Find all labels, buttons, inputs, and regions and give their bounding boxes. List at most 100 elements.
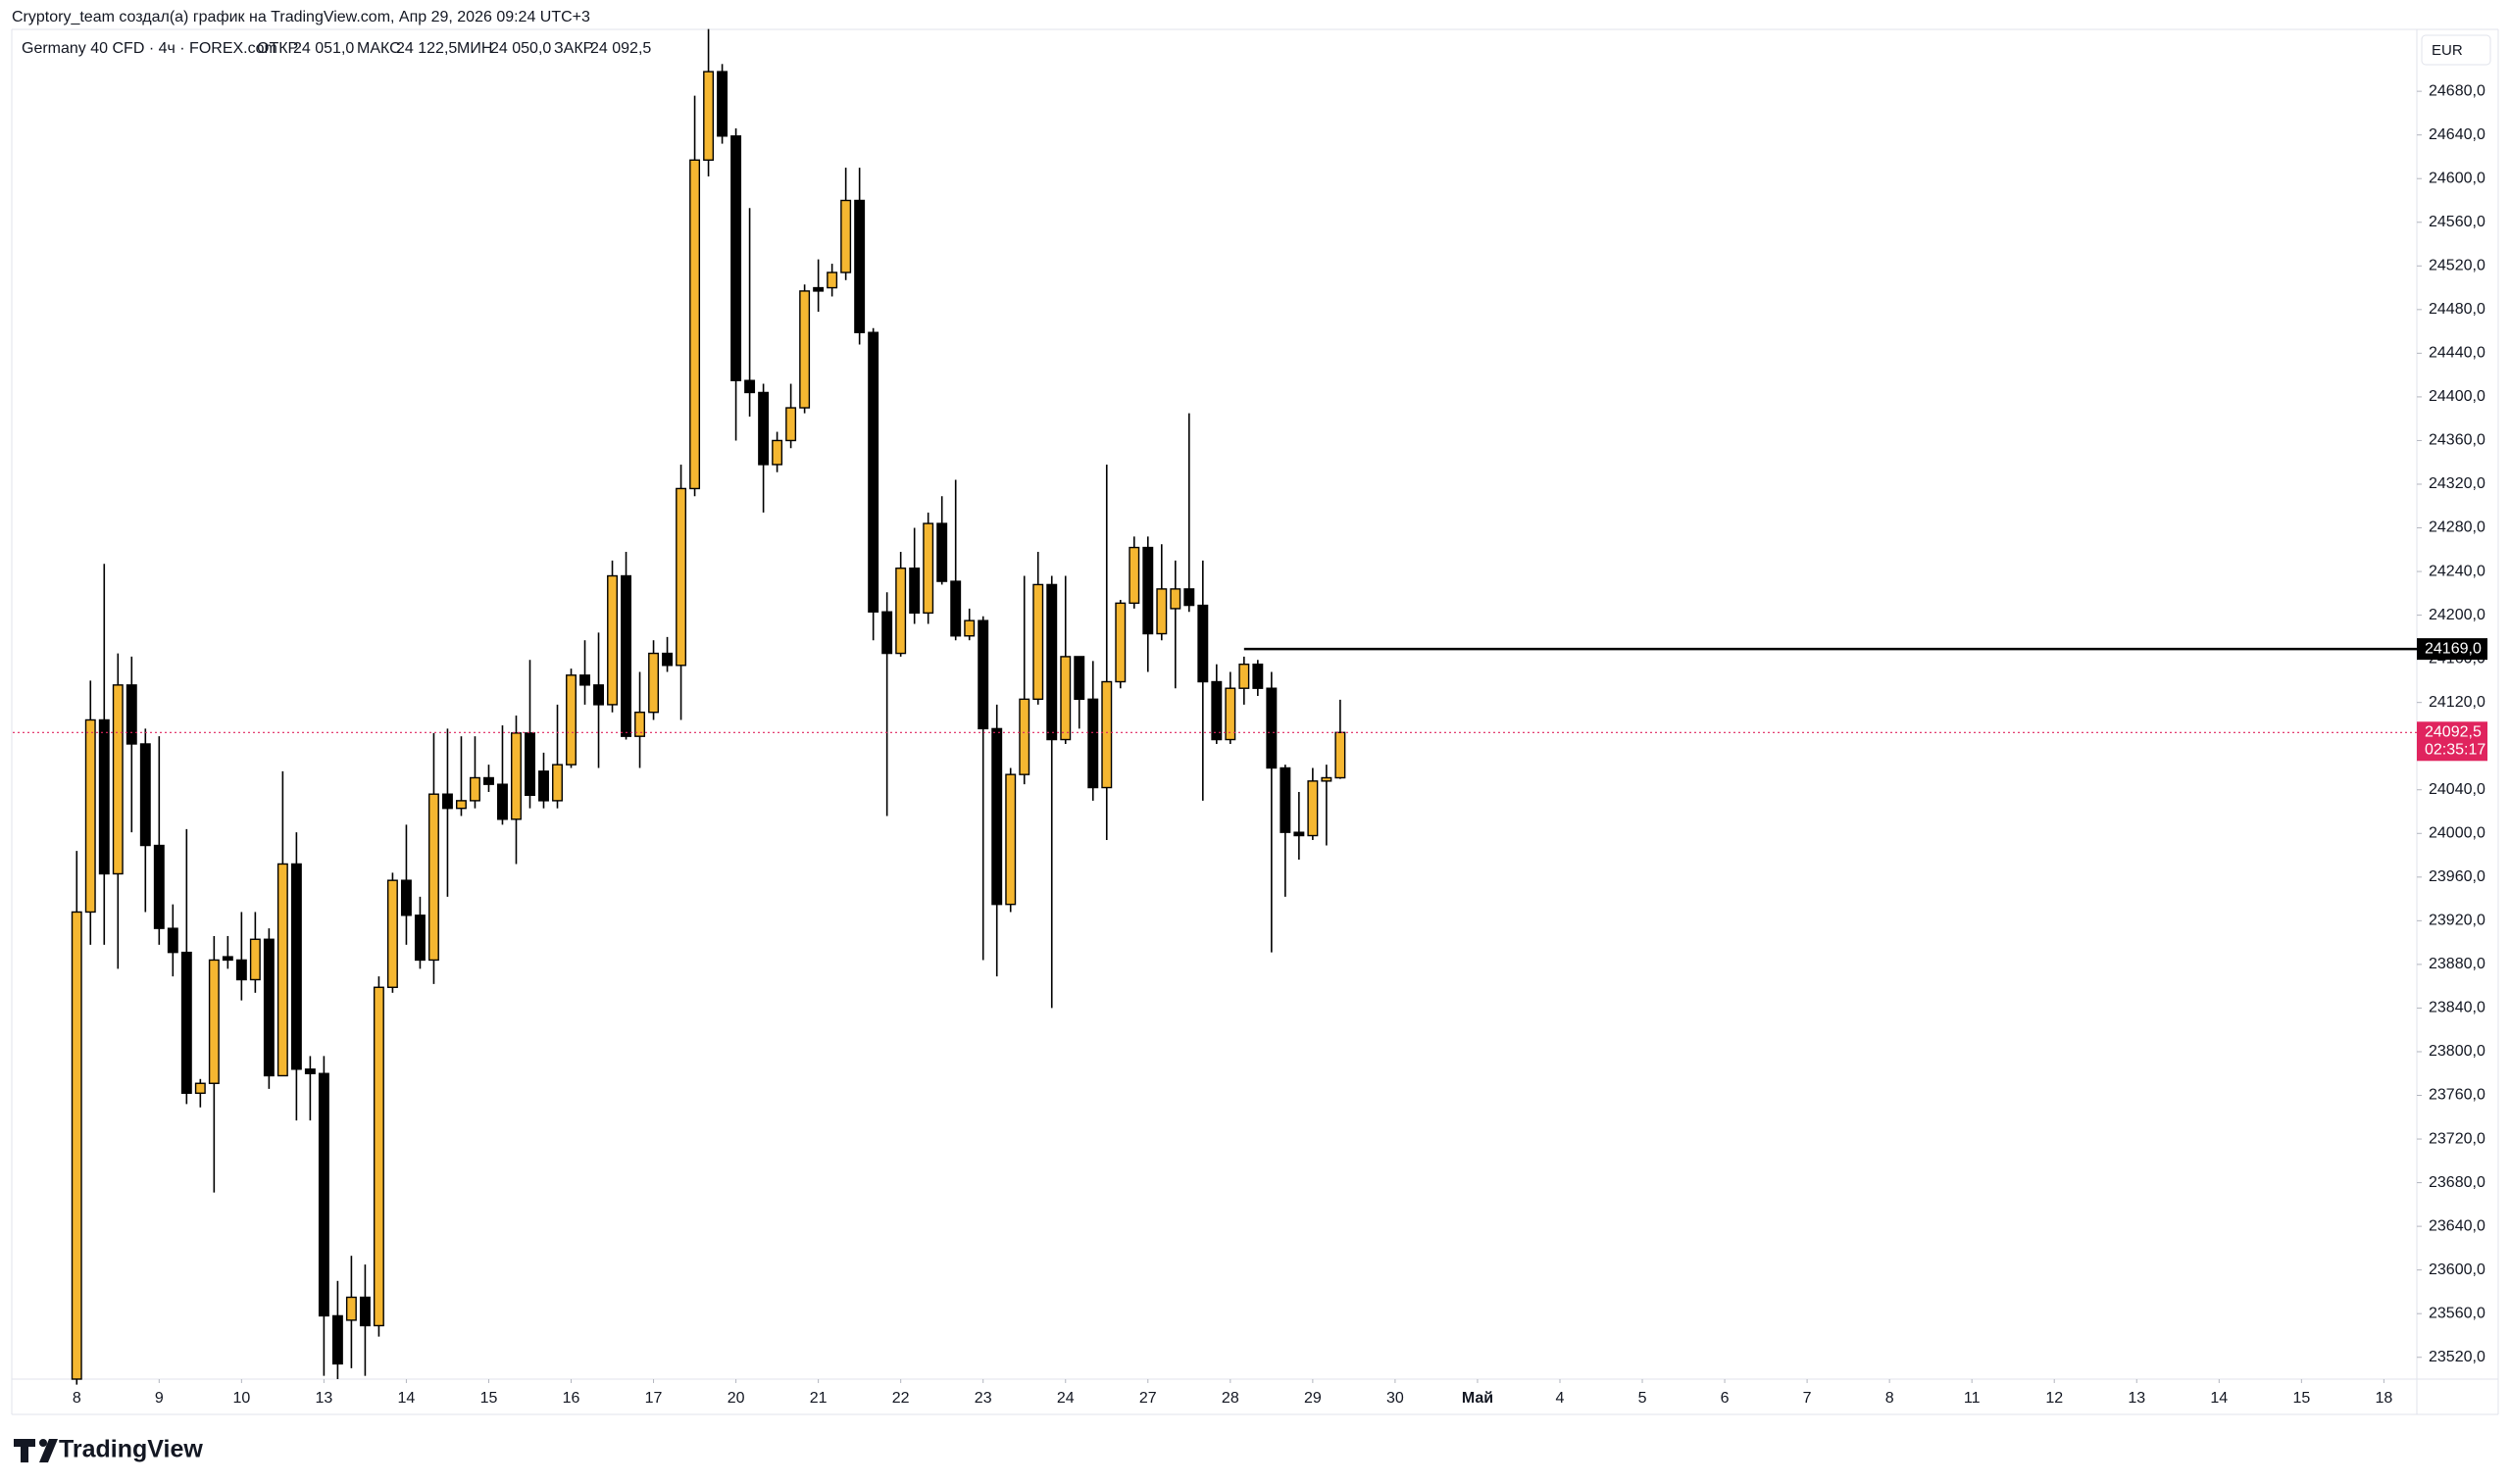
logo-dot [39,1439,47,1447]
x-tick-label: 11 [1964,1390,1981,1407]
candle-body [400,879,412,916]
candle-body [331,1314,343,1365]
candle-body [881,611,893,655]
candle-body [909,568,921,615]
y-tick-label: 23960,0 [2429,868,2485,885]
candle-body [1280,767,1291,833]
candle-body [84,718,96,914]
legend-close-label: ЗАКР [554,40,593,57]
y-tick-label: 24440,0 [2429,345,2485,362]
y-tick-label: 24040,0 [2429,781,2485,798]
y-tick-label: 23640,0 [2429,1217,2485,1234]
candle-body [1252,663,1264,689]
candle-body [717,71,728,137]
legend-open: 24 051,0 [293,40,354,57]
candle-body [1170,588,1181,610]
y-tick-label: 24600,0 [2429,170,2485,186]
logo-mark [14,1439,35,1462]
legend-symbol: Germany 40 CFD · 4ч · FOREX.com [22,40,277,57]
candle-body [208,959,220,1084]
candle-body [730,135,742,381]
candle-body [235,959,247,981]
candle-body [276,863,288,1077]
candle-body [991,727,1003,906]
candle-body [854,199,866,333]
candle-body [813,286,825,292]
candle-body [497,783,508,820]
candle-body [373,986,384,1327]
logo-slash [39,1439,58,1462]
candle-body [895,568,907,655]
x-tick-label: 6 [1721,1390,1730,1407]
candle-body [593,684,604,706]
candle-body [1183,588,1195,607]
legend-low-label: МИН [457,40,492,57]
candle-body [1005,773,1017,906]
candle-body [1293,831,1305,837]
candle-body [441,793,453,810]
y-tick-label: 24560,0 [2429,214,2485,230]
currency[interactable]: EUR [2432,42,2463,59]
x-tick-label: 17 [645,1390,663,1407]
candle-body [249,938,261,981]
candle-body [964,619,976,637]
candle-body [579,674,590,686]
candle-body [923,522,934,615]
currency-box[interactable] [2421,34,2491,66]
candle-body [318,1072,329,1317]
candle-body [1156,588,1168,635]
x-tick-label: 14 [398,1390,416,1407]
candle-body [263,938,275,1077]
candle-body [868,331,879,613]
x-tick-label: 9 [155,1390,164,1407]
candle-body [1019,698,1030,775]
candle-body [621,574,631,737]
candle-body [126,684,137,745]
y-tick-label: 24640,0 [2429,126,2485,143]
y-tick-label: 24240,0 [2429,563,2485,579]
legend-high: 24 122,5 [396,40,457,57]
candle-body [1101,680,1113,789]
y-tick-label: 24000,0 [2429,825,2485,842]
candle-body [304,1068,316,1074]
candle-body [222,956,233,962]
candle-body [1032,583,1044,701]
candle-body [703,71,715,161]
candle-body [607,574,618,706]
candle-body [648,652,660,714]
candle-body [1087,698,1099,789]
level-label-box [2417,638,2487,661]
y-tick-label: 24480,0 [2429,301,2485,318]
x-tick-label: 4 [1556,1390,1565,1407]
x-tick-label: 8 [73,1390,81,1407]
x-tick-label: 27 [1139,1390,1157,1407]
legend-high-label: МАКС [357,40,401,57]
y-tick-label: 24120,0 [2429,694,2485,711]
y-tick-label: 24200,0 [2429,607,2485,623]
candle-body [634,711,646,737]
candle-body [139,743,151,847]
y-tick-label: 23600,0 [2429,1261,2485,1278]
candle-body [978,619,989,730]
y-tick-label: 24400,0 [2429,388,2485,405]
candle-body [1334,731,1346,779]
candle-body [414,915,426,962]
x-tick-label: 15 [480,1390,498,1407]
x-tick-label: 23 [975,1390,992,1407]
candle-body [1197,604,1209,683]
y-tick-label: 24280,0 [2429,519,2485,536]
candle-body [427,793,439,962]
candle-body [662,652,674,667]
candle-body [525,732,535,797]
candle-body [180,951,192,1094]
legend-close: 24 092,5 [590,40,651,57]
candle-body [827,272,838,289]
plot: 23520,023560,023600,023640,023680,023720… [13,28,2487,1407]
candle-body [1211,680,1223,741]
candle-body [1266,687,1278,769]
candle-body [483,776,494,785]
legend: Germany 40 CFD · 4ч · FOREX.com ОТКР 24 … [22,40,651,57]
x-tick-label: Май [1462,1390,1493,1407]
x-tick-label: 18 [2375,1390,2392,1407]
